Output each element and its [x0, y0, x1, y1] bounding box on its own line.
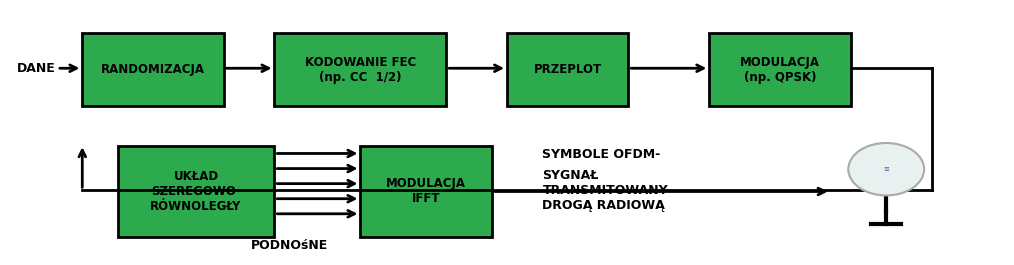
Text: PODNOśNE: PODNOśNE: [250, 239, 329, 252]
FancyBboxPatch shape: [82, 33, 224, 106]
Text: UKŁAD
SZEREGOWO-
RÓWNOLEGŁY: UKŁAD SZEREGOWO- RÓWNOLEGŁY: [150, 170, 241, 213]
Text: DANE: DANE: [16, 62, 56, 75]
FancyBboxPatch shape: [507, 33, 629, 106]
FancyBboxPatch shape: [360, 145, 492, 237]
Text: SYGNAŁ
TRANSMITOWANY
DROGĄ RADIOWĄ: SYGNAŁ TRANSMITOWANY DROGĄ RADIOWĄ: [542, 169, 668, 212]
Text: RANDOMIZACJA: RANDOMIZACJA: [101, 63, 205, 76]
FancyBboxPatch shape: [275, 33, 446, 106]
Ellipse shape: [849, 143, 924, 195]
Text: MODULACJA
(np. QPSK): MODULACJA (np. QPSK): [740, 56, 820, 83]
FancyBboxPatch shape: [709, 33, 851, 106]
Text: MODULACJA
IFFT: MODULACJA IFFT: [386, 178, 466, 205]
Text: ≡: ≡: [883, 166, 889, 172]
FancyBboxPatch shape: [118, 145, 275, 237]
Text: SYMBOLE OFDM-: SYMBOLE OFDM-: [542, 148, 661, 161]
Text: PRZEPLOT: PRZEPLOT: [533, 63, 601, 76]
Text: KODOWANIE FEC
(np. CC  1/2): KODOWANIE FEC (np. CC 1/2): [305, 56, 416, 83]
